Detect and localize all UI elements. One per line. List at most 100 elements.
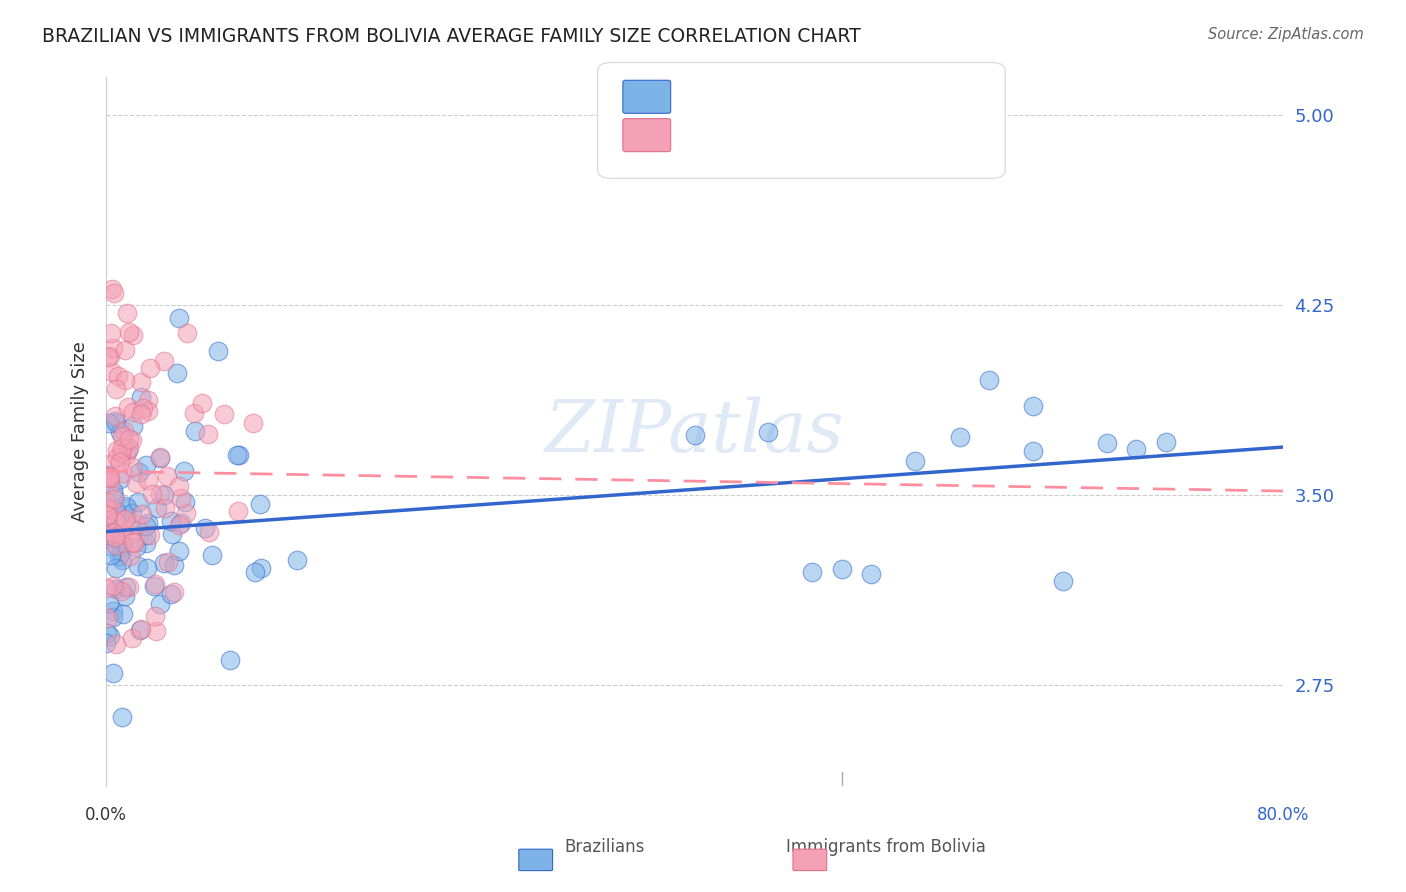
Point	[149, 450, 172, 465]
Text: 0.0%: 0.0%	[84, 806, 127, 824]
Point	[111, 441, 134, 455]
Point	[103, 489, 125, 503]
Point	[243, 566, 266, 580]
Point	[108, 549, 131, 564]
Point	[103, 610, 125, 624]
Point	[96, 581, 118, 595]
Point	[104, 414, 127, 428]
Point	[149, 487, 172, 501]
Point	[160, 586, 183, 600]
Point	[105, 538, 128, 552]
Point	[156, 469, 179, 483]
Point	[105, 443, 128, 458]
Point	[1022, 443, 1045, 458]
Point	[97, 350, 120, 364]
Point	[228, 504, 250, 518]
Point	[118, 432, 141, 446]
Point	[100, 629, 122, 643]
Text: 0.232: 0.232	[733, 85, 787, 103]
Point	[115, 500, 138, 515]
Point	[121, 506, 143, 520]
Text: Brazilians: Brazilians	[564, 838, 645, 856]
Point	[120, 518, 142, 533]
Text: Immigrants from Bolivia: Immigrants from Bolivia	[786, 838, 986, 856]
Point	[100, 326, 122, 341]
Point	[118, 580, 141, 594]
Point	[111, 536, 134, 550]
Text: BRAZILIAN VS IMMIGRANTS FROM BOLIVIA AVERAGE FAMILY SIZE CORRELATION CHART: BRAZILIAN VS IMMIGRANTS FROM BOLIVIA AVE…	[42, 27, 860, 45]
Point	[101, 502, 124, 516]
Point	[105, 637, 128, 651]
Point	[111, 429, 134, 443]
Point	[112, 424, 135, 438]
Point	[110, 425, 132, 440]
Point	[107, 368, 129, 383]
Point	[139, 528, 162, 542]
Point	[129, 375, 152, 389]
Point	[110, 583, 132, 598]
Point	[114, 512, 136, 526]
Point	[169, 479, 191, 493]
Point	[153, 354, 176, 368]
Point	[176, 326, 198, 340]
Point	[96, 494, 118, 508]
Point	[242, 416, 264, 430]
Point	[118, 325, 141, 339]
Point	[190, 395, 212, 409]
Point	[104, 409, 127, 423]
Point	[104, 514, 127, 528]
Point	[131, 507, 153, 521]
Point	[169, 310, 191, 325]
Point	[98, 457, 121, 471]
Text: 95: 95	[818, 85, 842, 103]
Point	[139, 360, 162, 375]
Y-axis label: Average Family Size: Average Family Size	[72, 342, 89, 522]
Point	[98, 349, 121, 363]
Point	[97, 502, 120, 516]
Point	[149, 598, 172, 612]
Point	[860, 566, 883, 581]
Point	[166, 366, 188, 380]
Point	[160, 514, 183, 528]
Point	[96, 500, 118, 515]
Text: 95: 95	[818, 123, 842, 141]
Point	[756, 425, 779, 439]
Point	[98, 469, 121, 483]
Text: -0.152: -0.152	[733, 123, 794, 141]
Point	[141, 487, 163, 501]
Text: Source: ZipAtlas.com: Source: ZipAtlas.com	[1208, 27, 1364, 42]
Point	[1095, 436, 1118, 450]
Point	[157, 555, 180, 569]
Point	[125, 516, 148, 531]
Point	[904, 454, 927, 468]
Point	[129, 407, 152, 421]
Point	[98, 477, 121, 491]
Point	[115, 499, 138, 513]
Point	[94, 635, 117, 649]
Point	[98, 539, 121, 553]
Point	[163, 584, 186, 599]
Point	[125, 476, 148, 491]
Point	[114, 589, 136, 603]
Point	[110, 527, 132, 541]
Point	[129, 390, 152, 404]
Point	[149, 450, 172, 464]
Point	[135, 458, 157, 473]
Point	[174, 507, 197, 521]
Point	[103, 492, 125, 507]
Point	[97, 525, 120, 540]
Point	[683, 427, 706, 442]
Point	[1125, 442, 1147, 456]
Point	[101, 365, 124, 379]
Point	[218, 653, 240, 667]
Point	[117, 401, 139, 415]
Point	[97, 610, 120, 624]
Point	[146, 501, 169, 516]
Point	[285, 553, 308, 567]
Point	[136, 393, 159, 408]
Point	[125, 541, 148, 555]
Point	[201, 549, 224, 563]
Point	[136, 516, 159, 531]
Point	[801, 565, 824, 579]
Point	[104, 582, 127, 597]
